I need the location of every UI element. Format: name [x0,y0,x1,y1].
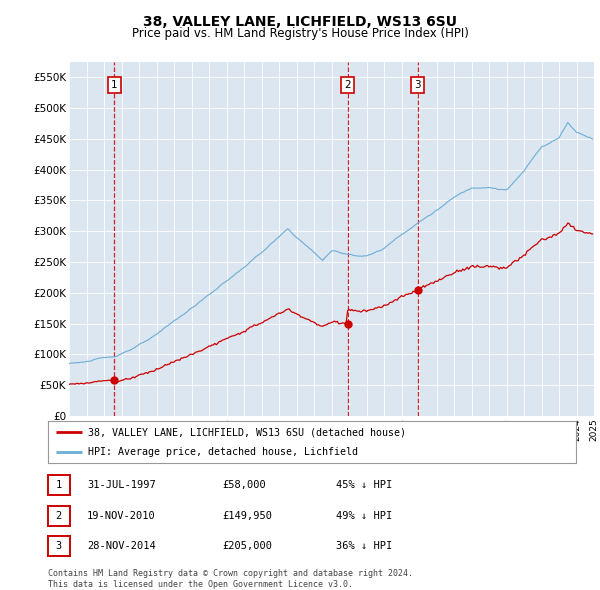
Text: 36% ↓ HPI: 36% ↓ HPI [336,542,392,551]
Text: Price paid vs. HM Land Registry's House Price Index (HPI): Price paid vs. HM Land Registry's House … [131,27,469,40]
Text: Contains HM Land Registry data © Crown copyright and database right 2024.
This d: Contains HM Land Registry data © Crown c… [48,569,413,589]
Text: 45% ↓ HPI: 45% ↓ HPI [336,480,392,490]
Text: 49% ↓ HPI: 49% ↓ HPI [336,511,392,520]
Text: 2: 2 [56,511,62,520]
Text: 38, VALLEY LANE, LICHFIELD, WS13 6SU: 38, VALLEY LANE, LICHFIELD, WS13 6SU [143,15,457,29]
Text: 19-NOV-2010: 19-NOV-2010 [87,511,156,520]
Text: 1: 1 [111,80,118,90]
Text: 3: 3 [414,80,421,90]
Text: 28-NOV-2014: 28-NOV-2014 [87,542,156,551]
Text: HPI: Average price, detached house, Lichfield: HPI: Average price, detached house, Lich… [88,447,358,457]
Text: 3: 3 [56,542,62,551]
Text: 38, VALLEY LANE, LICHFIELD, WS13 6SU (detached house): 38, VALLEY LANE, LICHFIELD, WS13 6SU (de… [88,427,406,437]
Text: £205,000: £205,000 [222,542,272,551]
Text: £58,000: £58,000 [222,480,266,490]
Text: 1: 1 [56,480,62,490]
Text: 2: 2 [344,80,351,90]
Text: £149,950: £149,950 [222,511,272,520]
Text: 31-JUL-1997: 31-JUL-1997 [87,480,156,490]
